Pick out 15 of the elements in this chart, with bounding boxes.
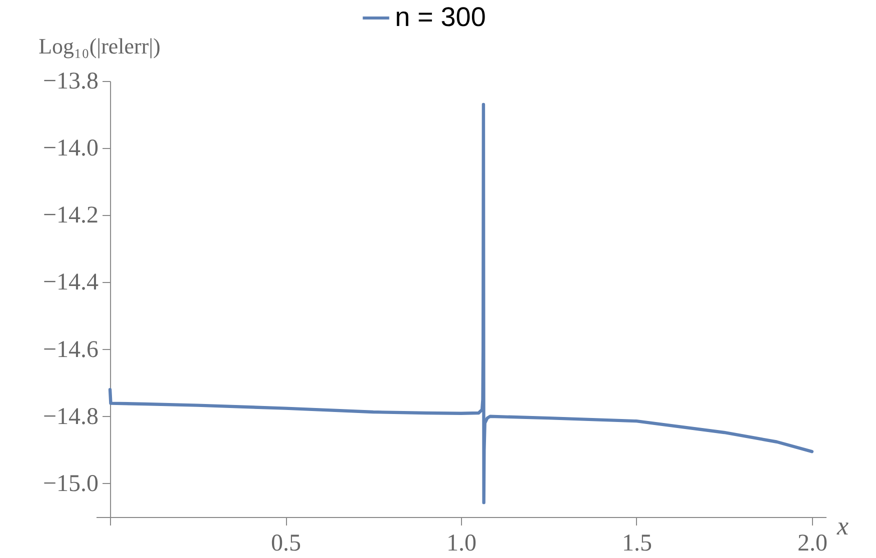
y-tick-label: −14.4 [42, 270, 99, 296]
y-axis-title: Log₁₀(|relerr|) [38, 34, 160, 58]
x-tick-label: 1.5 [622, 530, 652, 556]
x-axis-title: x [836, 512, 849, 540]
x-tick-label: 1.0 [446, 530, 476, 556]
y-tick-label: −14.6 [42, 336, 99, 363]
y-tick-label: −14.2 [42, 202, 99, 229]
y-tick-label: −13.8 [42, 68, 99, 94]
line-series [108, 102, 814, 504]
x-tick-label: 0.5 [271, 530, 302, 556]
y-tick-label: −14.8 [42, 404, 99, 430]
x-tick-label: 2.0 [797, 530, 828, 556]
legend-label: n = 300 [395, 2, 486, 32]
y-tick-label: −14.0 [42, 136, 99, 162]
y-tick-label: −15.0 [42, 470, 99, 497]
